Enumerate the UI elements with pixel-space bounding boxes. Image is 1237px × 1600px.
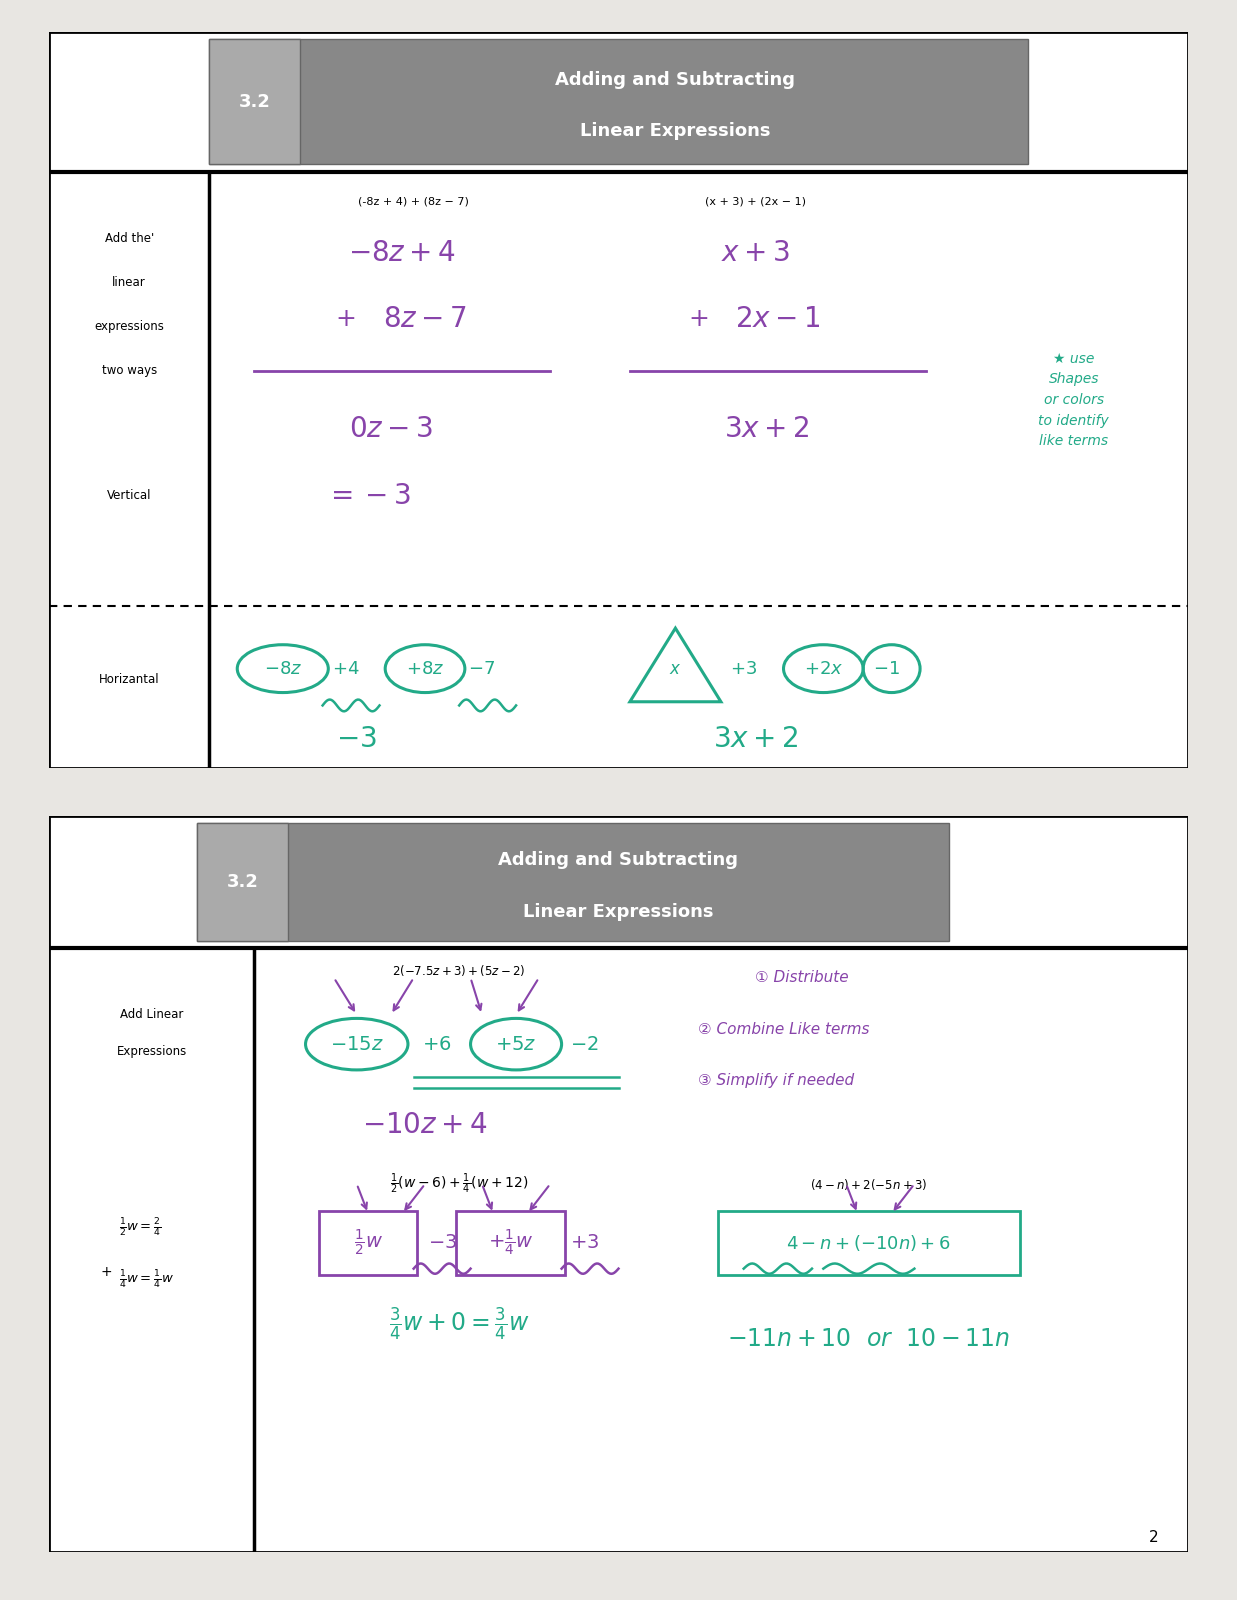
Text: $3x + 2$: $3x + 2$ — [724, 416, 809, 443]
FancyBboxPatch shape — [198, 824, 288, 941]
Text: $+6$: $+6$ — [422, 1035, 452, 1054]
Text: $+2x$: $+2x$ — [804, 659, 842, 678]
Text: (-8z + 4) + (8z − 7): (-8z + 4) + (8z − 7) — [359, 197, 469, 206]
Text: $+8z$: $+8z$ — [406, 659, 444, 678]
FancyBboxPatch shape — [209, 40, 1028, 165]
Text: $-8z + 4$: $-8z + 4$ — [349, 238, 456, 267]
Text: $\frac{1}{2}(w-6)+\frac{1}{4}(w+12)$: $\frac{1}{2}(w-6)+\frac{1}{4}(w+12)$ — [390, 1171, 528, 1197]
Text: ★ use
Shapes
or colors
to identify
like terms: ★ use Shapes or colors to identify like … — [1038, 352, 1110, 448]
FancyBboxPatch shape — [717, 1211, 1021, 1275]
Text: $2(-7.5z + 3) + (5z - 2)$: $2(-7.5z + 3) + (5z - 2)$ — [392, 963, 526, 978]
Text: ② Combine Like terms: ② Combine Like terms — [698, 1022, 870, 1037]
Text: $(4 - n) + 2(-5n + 3)$: $(4 - n) + 2(-5n + 3)$ — [810, 1176, 928, 1192]
FancyBboxPatch shape — [49, 816, 1188, 1552]
Text: $+$: $+$ — [688, 307, 709, 331]
Text: $0z - 3$: $0z - 3$ — [349, 416, 433, 443]
Text: $3x + 2$: $3x + 2$ — [713, 725, 798, 752]
Text: Adding and Subtracting: Adding and Subtracting — [499, 851, 738, 869]
Text: $-8z$: $-8z$ — [263, 659, 302, 678]
Text: $\frac{1}{4}w = \frac{1}{4}w$: $\frac{1}{4}w = \frac{1}{4}w$ — [119, 1269, 173, 1291]
Text: $+4$: $+4$ — [332, 659, 359, 678]
Text: $4-n+(-10n)+6$: $4-n+(-10n)+6$ — [787, 1234, 951, 1253]
Text: $x + 3$: $x + 3$ — [721, 238, 789, 267]
Text: 2: 2 — [1149, 1530, 1158, 1544]
Text: linear: linear — [113, 275, 146, 288]
Text: Linear Expressions: Linear Expressions — [580, 122, 771, 141]
FancyBboxPatch shape — [49, 32, 1188, 768]
Text: Add Linear: Add Linear — [120, 1008, 183, 1021]
Text: 3.2: 3.2 — [228, 874, 259, 891]
Text: Expressions: Expressions — [116, 1045, 187, 1058]
Text: ① Distribute: ① Distribute — [755, 971, 849, 986]
Text: $-3$: $-3$ — [336, 725, 377, 752]
FancyBboxPatch shape — [319, 1211, 417, 1275]
Text: $+5z$: $+5z$ — [495, 1035, 537, 1054]
Text: $\frac{3}{4}w + 0 = \frac{3}{4}w$: $\frac{3}{4}w + 0 = \frac{3}{4}w$ — [388, 1306, 529, 1342]
Text: two ways: two ways — [101, 365, 157, 378]
Text: Horizantal: Horizantal — [99, 674, 160, 686]
Text: $\frac{1}{2}w = \frac{2}{4}$: $\frac{1}{2}w = \frac{2}{4}$ — [119, 1218, 162, 1240]
Text: $-7$: $-7$ — [469, 659, 496, 678]
Text: $2x - 1$: $2x - 1$ — [735, 306, 820, 333]
Text: Vertical: Vertical — [106, 490, 151, 502]
Text: (x + 3) + (2x − 1): (x + 3) + (2x − 1) — [705, 197, 805, 206]
Text: $+$: $+$ — [335, 307, 355, 331]
Text: $-10z + 4$: $-10z + 4$ — [362, 1110, 487, 1139]
Text: Add the': Add the' — [104, 232, 153, 245]
Text: $-3$: $-3$ — [428, 1234, 456, 1253]
FancyBboxPatch shape — [209, 40, 299, 165]
Text: Linear Expressions: Linear Expressions — [523, 902, 714, 920]
Text: Adding and Subtracting: Adding and Subtracting — [555, 70, 795, 90]
Text: 3.2: 3.2 — [239, 93, 270, 110]
Text: $-1$: $-1$ — [872, 659, 899, 678]
Text: $+3$: $+3$ — [570, 1234, 599, 1253]
Text: $+$: $+$ — [100, 1266, 113, 1280]
Text: expressions: expressions — [94, 320, 165, 333]
Text: $+3$: $+3$ — [730, 659, 757, 678]
Text: $8z - 7$: $8z - 7$ — [383, 306, 466, 333]
Text: $-2$: $-2$ — [570, 1035, 599, 1054]
Text: $-15z$: $-15z$ — [330, 1035, 383, 1054]
Text: $-11n + 10\ \ or\ \ 10-11n$: $-11n + 10\ \ or\ \ 10-11n$ — [727, 1326, 1011, 1350]
Text: $= -3$: $= -3$ — [325, 482, 411, 510]
Text: $\frac{1}{2}w$: $\frac{1}{2}w$ — [354, 1227, 382, 1258]
FancyBboxPatch shape — [198, 824, 949, 941]
Text: $+\frac{1}{4}w$: $+\frac{1}{4}w$ — [487, 1227, 533, 1258]
Text: $x$: $x$ — [669, 659, 682, 678]
FancyBboxPatch shape — [455, 1211, 565, 1275]
Text: ③ Simplify if needed: ③ Simplify if needed — [698, 1074, 855, 1088]
